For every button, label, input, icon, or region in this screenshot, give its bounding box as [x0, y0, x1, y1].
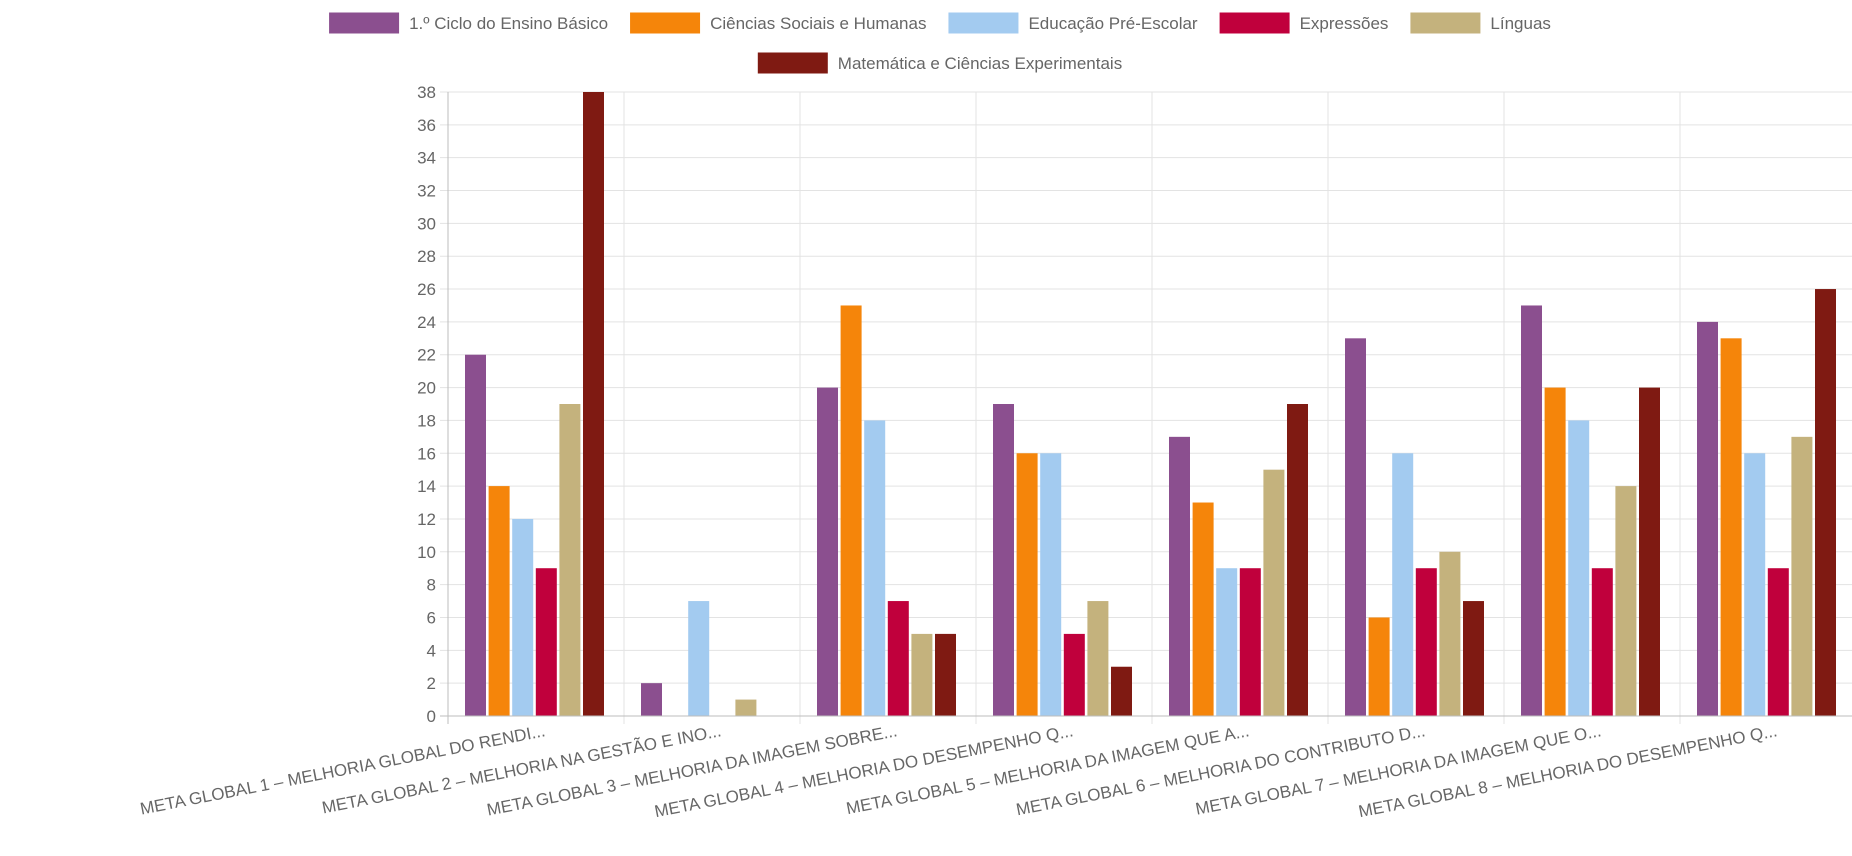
legend: 1.º Ciclo do Ensino Básico Ciências Socia… [329, 12, 1551, 74]
bar[interactable] [1216, 568, 1238, 716]
y-tick-label: 8 [427, 576, 436, 595]
y-tick-label: 16 [417, 444, 436, 463]
bar[interactable] [864, 420, 886, 716]
bar[interactable] [817, 387, 838, 716]
bar[interactable] [887, 601, 909, 716]
bar[interactable] [465, 354, 486, 716]
legend-label[interactable]: Matemática e Ciências Experimentais [838, 54, 1122, 73]
bar[interactable] [1287, 404, 1308, 716]
legend-label[interactable]: Educação Pré-Escolar [1028, 14, 1197, 33]
bar[interactable] [559, 404, 581, 716]
y-tick-label: 18 [417, 411, 436, 430]
bar[interactable] [1192, 502, 1214, 716]
bar[interactable] [1040, 453, 1062, 716]
bar[interactable] [1791, 436, 1813, 716]
y-tick-label: 10 [417, 543, 436, 562]
bar[interactable] [1815, 289, 1836, 716]
bar[interactable] [935, 633, 956, 716]
bar[interactable] [1016, 453, 1038, 716]
bar[interactable] [512, 518, 534, 716]
y-tick-label: 30 [417, 214, 436, 233]
bar[interactable] [840, 305, 862, 716]
y-tick-label: 34 [417, 149, 436, 168]
y-tick-label: 0 [427, 707, 436, 726]
bar[interactable] [735, 699, 757, 716]
y-tick-label: 22 [417, 346, 436, 365]
legend-swatch[interactable] [1410, 12, 1481, 34]
bar[interactable] [1169, 436, 1190, 716]
x-axis-ticks: META GLOBAL 1 – MELHORIA GLOBAL DO RENDI… [138, 721, 1778, 821]
bar[interactable] [1463, 601, 1484, 716]
bar[interactable] [993, 404, 1014, 716]
bar[interactable] [1439, 551, 1461, 716]
legend-label[interactable]: Línguas [1490, 14, 1551, 33]
bar[interactable] [1615, 486, 1637, 716]
bar[interactable] [1087, 601, 1109, 716]
axes [440, 92, 1852, 724]
bar[interactable] [1767, 568, 1789, 716]
bar[interactable] [911, 633, 933, 716]
legend-label[interactable]: Expressões [1300, 14, 1389, 33]
bar[interactable] [535, 568, 557, 716]
bar[interactable] [1544, 387, 1566, 716]
legend-swatch[interactable] [630, 12, 701, 34]
bar[interactable] [1415, 568, 1437, 716]
bar[interactable] [1111, 666, 1132, 716]
bar[interactable] [1263, 469, 1285, 716]
y-tick-label: 2 [427, 674, 436, 693]
y-tick-label: 26 [417, 280, 436, 299]
legend-label[interactable]: Ciências Sociais e Humanas [710, 14, 926, 33]
bar[interactable] [1521, 305, 1542, 716]
y-tick-label: 20 [417, 379, 436, 398]
bar[interactable] [1063, 633, 1085, 716]
bar[interactable] [641, 683, 662, 716]
legend-swatch[interactable] [757, 52, 828, 74]
bars [465, 92, 1836, 716]
legend-swatch[interactable] [1219, 12, 1290, 34]
y-tick-label: 28 [417, 247, 436, 266]
bar[interactable] [688, 601, 710, 716]
y-tick-label: 36 [417, 116, 436, 135]
bar[interactable] [1744, 453, 1766, 716]
gridlines [440, 91, 1852, 724]
bar[interactable] [1392, 453, 1414, 716]
bar[interactable] [1345, 338, 1366, 716]
bar[interactable] [1591, 568, 1613, 716]
bar[interactable] [1639, 387, 1660, 716]
y-tick-label: 14 [417, 477, 436, 496]
bar[interactable] [1568, 420, 1590, 716]
y-tick-label: 38 [417, 83, 436, 102]
legend-swatch[interactable] [948, 12, 1019, 34]
y-tick-label: 32 [417, 182, 436, 201]
bar[interactable] [1239, 568, 1261, 716]
bar[interactable] [1720, 338, 1742, 716]
y-tick-label: 24 [417, 313, 436, 332]
y-tick-label: 6 [427, 608, 436, 627]
y-tick-label: 4 [427, 641, 436, 660]
bar[interactable] [488, 486, 510, 716]
legend-swatch[interactable] [329, 12, 400, 34]
y-tick-label: 12 [417, 510, 436, 529]
bar[interactable] [1697, 321, 1718, 716]
legend-label[interactable]: 1.º Ciclo do Ensino Básico [409, 14, 608, 33]
bar[interactable] [583, 92, 604, 716]
bar[interactable] [1368, 617, 1390, 716]
